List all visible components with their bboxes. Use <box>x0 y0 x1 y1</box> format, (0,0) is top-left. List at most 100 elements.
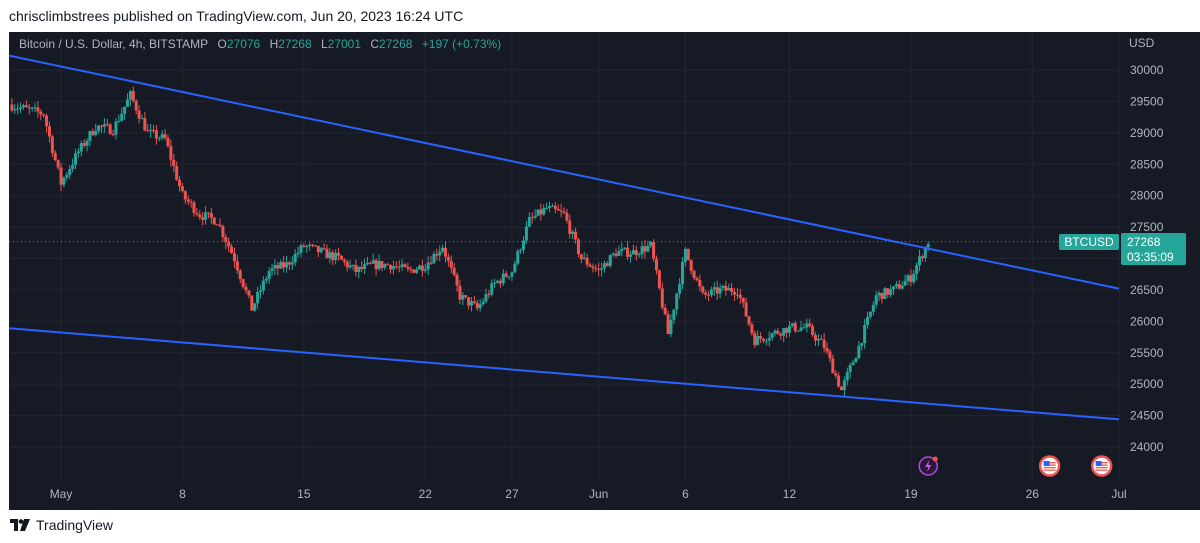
candle-body <box>897 284 901 289</box>
candle-body <box>522 240 526 250</box>
candle-body <box>487 294 491 296</box>
tradingview-logo[interactable]: TradingView <box>10 517 113 533</box>
candle-body <box>169 146 173 160</box>
candle-body <box>13 109 17 111</box>
candle-body <box>678 284 682 294</box>
us-flag-icon[interactable] <box>1038 455 1061 477</box>
candle-body <box>556 209 560 211</box>
candle-body <box>657 270 661 289</box>
price-tag-value: 27268 <box>1127 235 1161 249</box>
candle-body <box>834 373 838 376</box>
candle-body <box>247 290 251 296</box>
candle-body <box>906 275 910 281</box>
y-tick-label: 27500 <box>1130 220 1164 234</box>
candle-body <box>452 267 456 275</box>
candle-body <box>602 263 606 269</box>
y-tick-label: 30000 <box>1130 63 1164 77</box>
candle-body <box>394 266 398 268</box>
brand-name: TradingView <box>36 517 114 533</box>
candle-body <box>415 269 419 273</box>
candle-body <box>305 246 309 248</box>
legend-low-value: 27001 <box>327 37 362 51</box>
candle-body <box>701 286 705 293</box>
candle-body <box>542 208 546 215</box>
candle-body <box>123 106 127 114</box>
legend-symbol: Bitcoin / U.S. Dollar, 4h, BITSTAMP <box>19 37 209 51</box>
candle-body <box>868 311 872 317</box>
candle-body <box>790 323 794 326</box>
candle-body <box>218 224 222 227</box>
candle-body <box>735 294 739 296</box>
event-markers[interactable] <box>918 455 1113 477</box>
candle-body <box>912 273 916 283</box>
candle-body <box>163 134 167 138</box>
candle-body <box>472 301 476 303</box>
candle-body <box>822 339 826 349</box>
candle-body <box>900 285 904 289</box>
candle-body <box>438 251 442 256</box>
trendlines[interactable] <box>9 54 1120 421</box>
candle-body <box>545 207 549 209</box>
candle-body <box>539 209 543 215</box>
candle-body <box>793 323 797 331</box>
candle-body <box>172 159 176 167</box>
candle-body <box>258 290 262 292</box>
candle-body <box>718 287 722 294</box>
candle-body <box>279 262 283 269</box>
lightning-icon[interactable] <box>918 456 938 476</box>
candle-body <box>796 330 800 332</box>
chart-area[interactable]: 3000029500290002850028000275002700026500… <box>9 32 1200 510</box>
candle-body <box>825 348 829 352</box>
candle-body <box>39 111 43 115</box>
candle-body <box>82 143 86 146</box>
candle-body <box>377 261 381 270</box>
candle-body <box>128 91 132 100</box>
trendline[interactable] <box>9 54 1120 290</box>
candle-body <box>655 258 658 271</box>
candle-body <box>608 255 612 267</box>
us-flag-icon[interactable] <box>1090 455 1113 477</box>
candle-body <box>643 246 647 252</box>
candle-body <box>313 245 317 247</box>
candle-body <box>660 288 664 308</box>
candle-body <box>319 248 323 253</box>
candle-body <box>776 330 780 334</box>
candle-body <box>374 260 378 270</box>
y-tick-label: 26000 <box>1130 314 1164 328</box>
candle-body <box>253 303 257 311</box>
candle-body <box>669 319 673 335</box>
candle-body <box>481 301 485 305</box>
candle-body <box>695 278 699 280</box>
trendline[interactable] <box>9 327 1120 421</box>
candle-body <box>33 107 37 109</box>
candle-body <box>232 253 236 262</box>
legend-close-value: 27268 <box>379 37 413 51</box>
time-axis[interactable]: May 8 15 22 27 Jun 6 12 19 26 Jul <box>50 487 1127 501</box>
candle-body <box>640 246 644 255</box>
candle-body <box>334 252 338 261</box>
legend-close-label: C <box>370 37 380 51</box>
candle-body <box>689 259 693 272</box>
candle-body <box>201 217 205 220</box>
candle-body <box>50 136 54 153</box>
candle-body <box>634 250 638 256</box>
candle-body <box>845 372 849 381</box>
price-chart[interactable]: 3000029500290002850028000275002700026500… <box>9 32 1200 510</box>
symbol-tag-text: BTCUSD <box>1064 235 1114 249</box>
candle-body <box>579 254 583 260</box>
candle-body <box>412 269 416 273</box>
candle-body <box>550 205 554 207</box>
candle-body <box>331 252 335 261</box>
candle-body <box>837 375 841 387</box>
candle-body <box>114 121 118 135</box>
candle-body <box>883 288 887 299</box>
y-tick-label: 28000 <box>1130 189 1164 203</box>
legend-open-label: O <box>217 37 227 51</box>
candle-body <box>120 113 124 121</box>
x-tick-label: Jun <box>589 487 608 501</box>
candle-body <box>360 266 364 269</box>
candle-body <box>721 285 725 288</box>
candle-body <box>571 231 575 234</box>
candle-body <box>21 105 25 108</box>
candle-body <box>94 130 98 135</box>
